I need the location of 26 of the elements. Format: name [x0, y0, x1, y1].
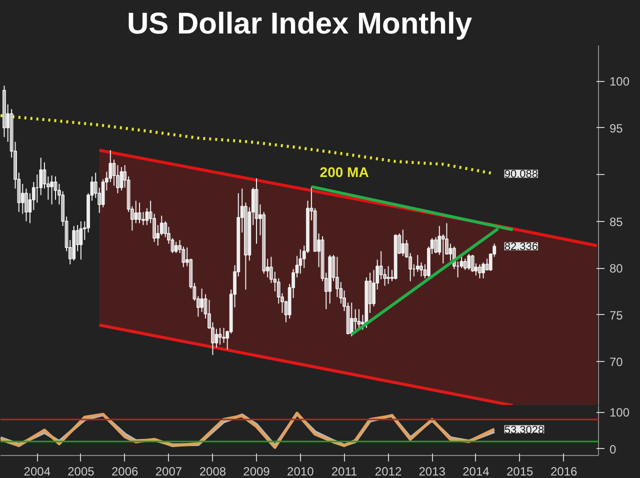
x-tick-label: 2006	[111, 464, 139, 478]
x-tick-label: 2014	[462, 464, 490, 478]
annotation: 53.3028	[504, 424, 544, 436]
x-tick-label: 2010	[287, 464, 314, 478]
y-tick-label: 95	[610, 121, 624, 136]
y-tick-label: 85	[610, 214, 624, 229]
x-tick-label: 2009	[243, 464, 270, 478]
y-tick-label: 80	[610, 262, 624, 276]
x-tick-label: 2007	[155, 464, 182, 478]
x-tick-label: 2015	[506, 464, 534, 478]
y-tick-label: 100	[610, 74, 630, 89]
x-tick-label: 2005	[68, 464, 95, 478]
annotation: 90.088	[504, 168, 538, 181]
y-tick-label: 70	[610, 355, 624, 370]
x-tick-label: 2008	[199, 464, 226, 478]
x-tick-label: 2004	[24, 464, 51, 478]
x-tick-label: 2013	[418, 464, 446, 478]
x-tick-label: 2011	[331, 464, 358, 478]
annotation: 82.336	[504, 241, 538, 254]
y-tick-label: 100	[610, 406, 630, 420]
y-tick-label: 0	[610, 442, 616, 456]
y-tick-label: 75	[610, 308, 624, 322]
x-tick-label: 2016	[550, 464, 578, 478]
chart-title: US Dollar Index Monthly	[126, 8, 472, 40]
series-label: 200 MA	[320, 164, 369, 180]
x-tick-label: 2012	[374, 464, 402, 478]
